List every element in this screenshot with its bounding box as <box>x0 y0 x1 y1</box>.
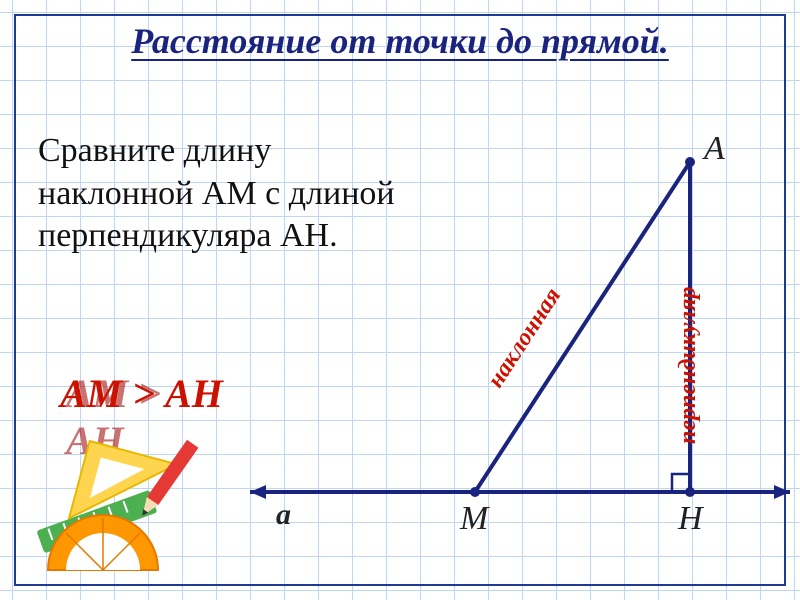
label-point-A: А <box>704 130 725 168</box>
label-perpendicular: перпендикуляр <box>675 287 702 444</box>
label-line-a: а <box>276 498 291 532</box>
label-point-M: М <box>460 500 488 538</box>
geometry-tools-icon <box>28 430 208 580</box>
label-point-H: Н <box>678 500 703 538</box>
